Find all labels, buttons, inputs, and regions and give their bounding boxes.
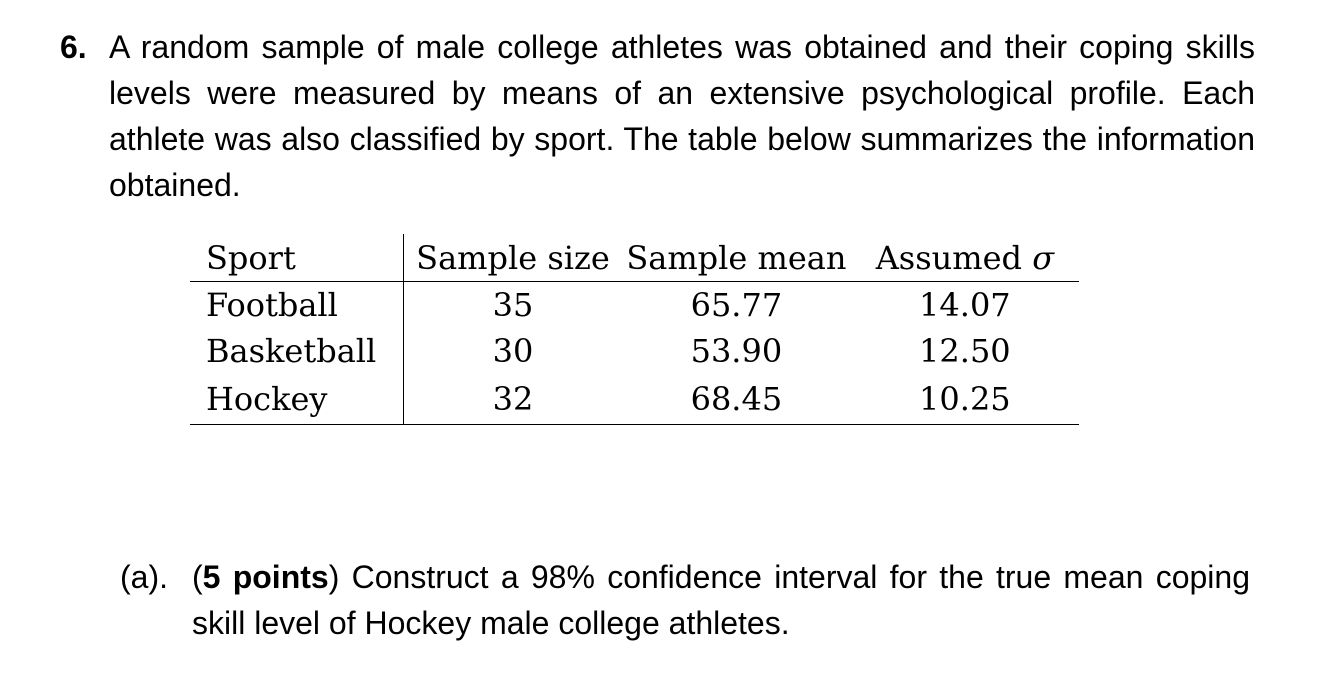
points-close-paren: ) (328, 559, 340, 595)
cell-sample-mean: 68.45 (622, 374, 851, 425)
points-value: 5 points (202, 559, 329, 595)
header-sample-mean: Sample mean (622, 234, 851, 282)
table-header-row: Sport Sample size Sample mean Assumed σ (190, 234, 1079, 282)
problem-statement: 6. A random sample of male college athle… (60, 24, 1255, 208)
cell-assumed-sigma: 10.25 (850, 374, 1079, 425)
cell-sample-size: 30 (492, 332, 534, 370)
cell-sample-size: 32 (403, 374, 623, 425)
problem-text: A random sample of male college athletes… (109, 29, 1255, 203)
table-row: Basketball 30 53.90 12.50 (190, 328, 1079, 374)
cell-assumed-sigma: 12.50 (919, 332, 1011, 370)
cell-sample-mean: 53.90 (690, 332, 783, 370)
cell-sample-mean: 65.77 (690, 286, 783, 324)
problem-number: 6. (60, 29, 87, 65)
table-row: Hockey 32 68.45 10.25 (190, 374, 1079, 425)
cell-assumed-sigma: 14.07 (919, 286, 1011, 324)
header-assumed-label: Assumed (875, 238, 1023, 277)
part-a-question: Construct a 98% confidence interval for … (192, 559, 1251, 641)
athlete-data-table: Sport Sample size Sample mean Assumed σ … (190, 234, 1079, 425)
points-open-paren: ( (192, 559, 203, 595)
sigma-symbol: σ (1032, 238, 1055, 277)
part-a-text: (5 points) Construct a 98% confidence in… (192, 554, 1250, 646)
table-row: Football 35 65.77 14.07 (190, 281, 1079, 328)
cell-sport: Basketball (190, 328, 404, 374)
cell-sample-size: 35 (492, 286, 534, 324)
cell-sport: Football (190, 281, 404, 328)
part-a-label: (a). (120, 559, 168, 595)
header-sport: Sport (190, 234, 404, 282)
header-sample-size: Sample size (403, 234, 623, 282)
header-assumed-sigma: Assumed σ (850, 234, 1079, 282)
part-a: (a). (5 points) Construct a 98% confiden… (120, 554, 1250, 646)
cell-sport: Hockey (190, 374, 404, 425)
